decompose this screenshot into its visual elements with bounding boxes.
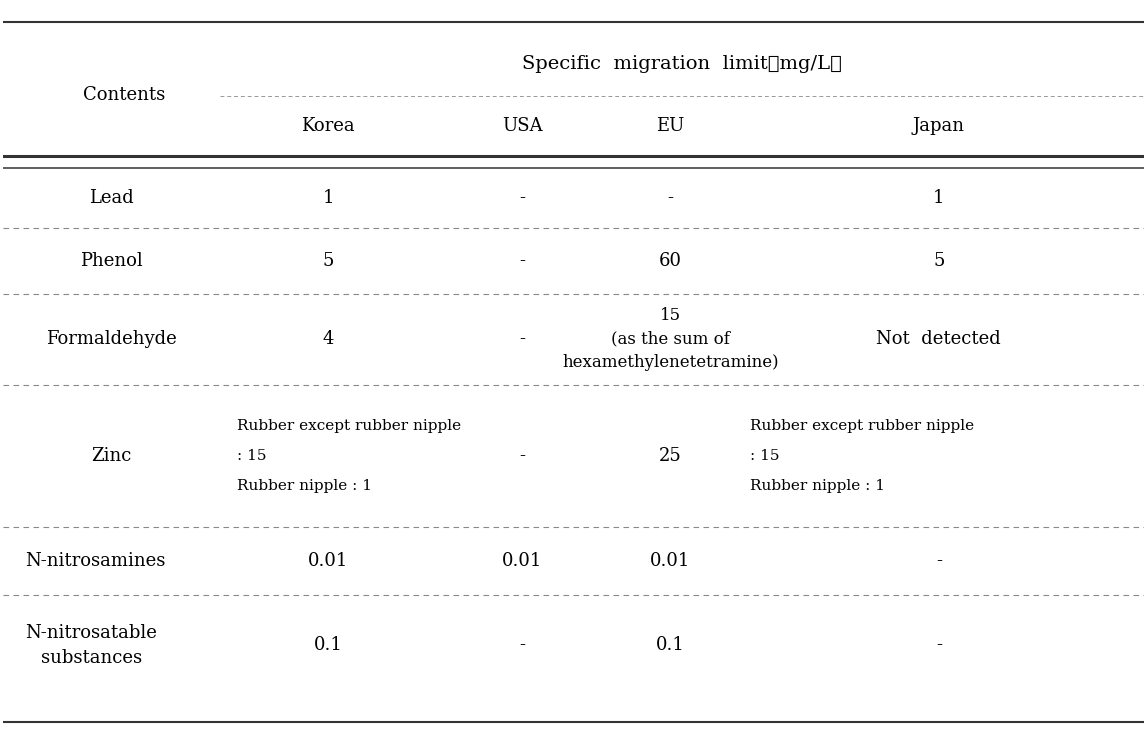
Text: -: - xyxy=(520,189,525,207)
Text: -: - xyxy=(936,552,942,570)
Text: -: - xyxy=(520,330,525,348)
Text: 1: 1 xyxy=(322,189,334,207)
Text: 15
(as the sum of
hexamethylenetetramine): 15 (as the sum of hexamethylenetetramine… xyxy=(562,307,779,371)
Text: Rubber nipple : 1: Rubber nipple : 1 xyxy=(750,479,885,493)
Text: 25: 25 xyxy=(660,447,682,465)
Text: Japan: Japan xyxy=(913,118,965,135)
Text: Zinc: Zinc xyxy=(91,447,132,465)
Text: N-nitrosamines: N-nitrosamines xyxy=(25,552,166,570)
Text: 0.01: 0.01 xyxy=(650,552,690,570)
Text: Korea: Korea xyxy=(302,118,354,135)
Text: 5: 5 xyxy=(933,251,944,270)
Text: 0.01: 0.01 xyxy=(307,552,349,570)
Text: -: - xyxy=(520,447,525,465)
Text: : 15: : 15 xyxy=(236,449,266,463)
Text: N-nitrosatable
substances: N-nitrosatable substances xyxy=(25,624,157,667)
Text: -: - xyxy=(936,636,942,655)
Text: Rubber except rubber nipple: Rubber except rubber nipple xyxy=(236,419,461,433)
Text: 0.1: 0.1 xyxy=(313,636,343,655)
Text: Rubber except rubber nipple: Rubber except rubber nipple xyxy=(750,419,975,433)
Text: Contents: Contents xyxy=(83,86,165,104)
Text: 60: 60 xyxy=(660,251,682,270)
Text: Lead: Lead xyxy=(88,189,133,207)
Text: Rubber nipple : 1: Rubber nipple : 1 xyxy=(236,479,372,493)
Text: Phenol: Phenol xyxy=(80,251,142,270)
Text: 1: 1 xyxy=(933,189,944,207)
Text: : 15: : 15 xyxy=(750,449,780,463)
Text: Formaldehyde: Formaldehyde xyxy=(46,330,177,348)
Text: 5: 5 xyxy=(322,251,334,270)
Text: -: - xyxy=(520,251,525,270)
Text: EU: EU xyxy=(656,118,685,135)
Text: Specific  migration  limit（mg/L）: Specific migration limit（mg/L） xyxy=(522,55,842,73)
Text: -: - xyxy=(520,636,525,655)
Text: 0.01: 0.01 xyxy=(502,552,543,570)
Text: Not  detected: Not detected xyxy=(876,330,1001,348)
Text: 0.1: 0.1 xyxy=(656,636,685,655)
Text: -: - xyxy=(668,189,673,207)
Text: USA: USA xyxy=(502,118,543,135)
Text: 4: 4 xyxy=(322,330,334,348)
